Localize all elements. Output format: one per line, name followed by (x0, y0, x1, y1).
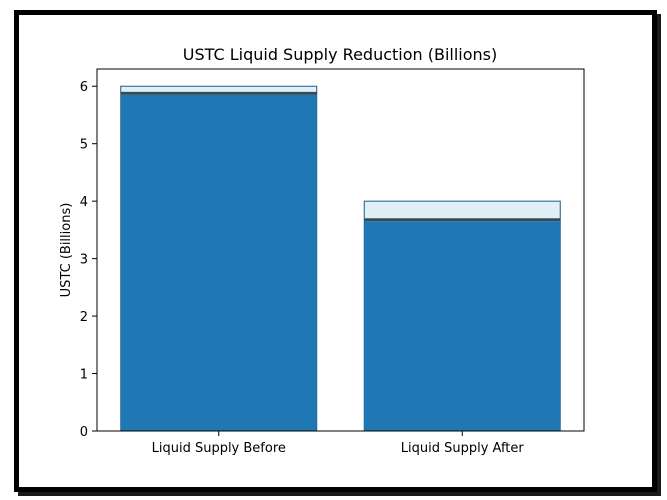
y-tick-label: 4 (80, 195, 88, 210)
y-tick-label: 1 (80, 368, 88, 383)
y-tick-label: 6 (80, 80, 88, 95)
plot-area-border (96, 68, 585, 432)
x-tick-label: Liquid Supply After (401, 441, 525, 456)
y-ticks: 0 1 2 3 4 5 6 (80, 80, 97, 440)
bars-layer (120, 85, 561, 432)
x-ticks: Liquid Supply Before Liquid Supply After (152, 431, 525, 456)
y-tick-label: 2 (80, 310, 88, 325)
bar-shadow-1 (120, 91, 317, 95)
x-tick-label: Liquid Supply Before (152, 441, 286, 456)
y-tick-label: 0 (80, 425, 88, 440)
bar-2 (364, 221, 561, 431)
bar-1 (120, 94, 317, 431)
bar-shadow-2 (364, 218, 561, 222)
chart-title: USTC Liquid Supply Reduction (Billions) (183, 45, 498, 64)
y-tick-label: 5 (80, 138, 88, 153)
y-tick-label: 3 (80, 253, 88, 268)
y-axis-label: USTC (Billions) (59, 203, 74, 298)
